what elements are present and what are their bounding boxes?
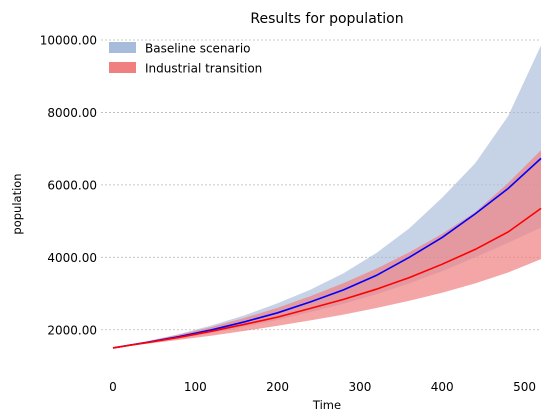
x-tick-label: 200 bbox=[266, 380, 289, 394]
x-tick-label: 500 bbox=[513, 380, 536, 394]
grid-lines bbox=[101, 39, 541, 331]
x-tick-label: 100 bbox=[184, 380, 207, 394]
confidence-bands bbox=[113, 45, 541, 348]
y-tick-label: 10000.00 bbox=[40, 34, 97, 48]
line-baseline bbox=[112, 157, 542, 349]
legend-swatch-baseline bbox=[109, 42, 136, 53]
y-tick-label: 2000.00 bbox=[47, 323, 97, 337]
legend: Baseline scenario Industrial transition bbox=[109, 42, 262, 76]
y-tick-label: 8000.00 bbox=[47, 106, 97, 120]
x-axis-label: Time bbox=[312, 398, 341, 411]
chart-title: Results for population bbox=[250, 11, 403, 27]
band-industrial bbox=[113, 150, 541, 348]
mean-lines bbox=[112, 157, 542, 349]
x-tick-label: 300 bbox=[348, 380, 371, 394]
line-industrial bbox=[112, 207, 542, 349]
y-axis-label: population bbox=[10, 173, 24, 234]
legend-swatch-industrial bbox=[109, 62, 136, 73]
x-tick-label: 0 bbox=[109, 380, 117, 394]
y-tick-label: 6000.00 bbox=[47, 178, 97, 192]
x-tick-label: 400 bbox=[431, 380, 454, 394]
legend-label-baseline: Baseline scenario bbox=[145, 42, 251, 56]
axis-ticks: 2000.00 4000.00 6000.00 8000.00 10000.00 0 100… bbox=[40, 34, 536, 395]
legend-label-industrial: Industrial transition bbox=[145, 62, 262, 76]
y-tick-label: 4000.00 bbox=[47, 251, 97, 265]
